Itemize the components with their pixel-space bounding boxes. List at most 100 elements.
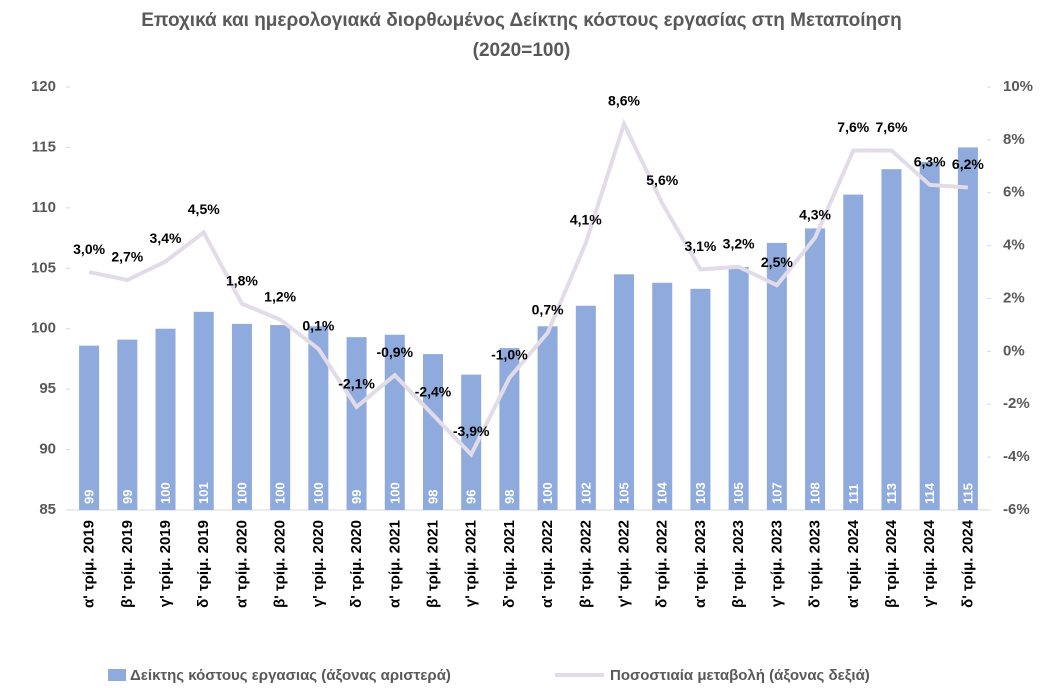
line-label: 4,1% xyxy=(570,212,602,228)
x-tick-label: δ' τρίμ. 2021 xyxy=(501,520,518,608)
line-label: -1,0% xyxy=(491,347,528,363)
x-tick-label: β' τρίμ. 2024 xyxy=(883,519,900,608)
x-tick-label: β' τρίμ. 2019 xyxy=(119,520,136,608)
line-label: 1,8% xyxy=(226,272,258,288)
legend-label: Ποσοστιαία μεταβολή (άξονας δεξιά) xyxy=(610,667,870,684)
bar-label: 99 xyxy=(82,490,97,504)
bar-label: 108 xyxy=(808,482,823,504)
bar xyxy=(614,274,635,510)
y2-tick-label: 10% xyxy=(1003,78,1033,95)
y2-tick-label: -4% xyxy=(1003,448,1030,465)
bar-label: 99 xyxy=(349,490,364,504)
line-label: -2,4% xyxy=(415,384,452,400)
bar xyxy=(919,161,940,510)
x-tick-label: β' τρίμ. 2020 xyxy=(272,520,289,608)
y2-tick-label: 2% xyxy=(1003,289,1025,306)
line-label: -3,9% xyxy=(453,423,490,439)
x-tick-label: α' τρίμ. 2023 xyxy=(692,520,709,608)
x-tick-label: α' τρίμ. 2019 xyxy=(81,520,98,608)
y-tick-label: 120 xyxy=(31,78,56,95)
bar-label: 96 xyxy=(464,490,479,504)
line xyxy=(88,118,969,458)
bar xyxy=(957,147,978,510)
x-tick-label: α' τρίμ. 2020 xyxy=(233,520,250,608)
bar-label: 113 xyxy=(884,483,899,504)
x-tick-label: β' τρίμ. 2023 xyxy=(730,520,747,608)
bar xyxy=(575,305,596,510)
bar xyxy=(461,374,482,510)
x-tick-label: β' τρίμ. 2022 xyxy=(577,520,594,608)
bar-label: 105 xyxy=(617,482,632,504)
line-label: 5,6% xyxy=(646,172,678,188)
line-label: -2,1% xyxy=(338,376,375,392)
y-tick-label: 90 xyxy=(39,441,56,458)
bar xyxy=(155,328,176,510)
bar-label: 105 xyxy=(731,482,746,504)
x-tick-label: α' τρίμ. 2024 xyxy=(845,519,862,608)
y-tick-label: 85 xyxy=(39,501,56,518)
bar xyxy=(537,326,558,510)
bar-label: 100 xyxy=(234,482,249,504)
y2-tick-label: -6% xyxy=(1003,501,1030,518)
y-tick-label: 100 xyxy=(31,320,56,337)
y2-tick-label: -2% xyxy=(1003,395,1030,412)
bar xyxy=(193,311,214,510)
bar xyxy=(690,288,711,510)
bar xyxy=(79,345,100,510)
x-tick-label: α' τρίμ. 2022 xyxy=(539,520,556,608)
x-tick-label: γ' τρίμ. 2024 xyxy=(921,519,938,607)
bar-label: 107 xyxy=(769,482,784,504)
bar xyxy=(117,339,138,510)
bar xyxy=(805,228,826,510)
y-tick-label: 105 xyxy=(31,259,56,276)
line-label: 1,2% xyxy=(264,288,296,304)
bar-label: 115 xyxy=(960,483,975,504)
bar-label: 114 xyxy=(922,482,937,504)
line-label: 6,2% xyxy=(952,156,984,172)
bar-label: 111 xyxy=(846,484,861,504)
x-tick-label: α' τρίμ. 2021 xyxy=(386,520,403,608)
y-tick-label: 115 xyxy=(32,138,56,155)
line-label: 3,0% xyxy=(73,241,105,257)
line-label: 7,6% xyxy=(837,119,869,135)
x-tick-label: δ' τρίμ. 2024 xyxy=(959,519,976,608)
bar-label: 102 xyxy=(578,482,593,504)
line-label: 2,7% xyxy=(111,249,143,265)
line-label: 0,7% xyxy=(532,302,564,318)
bar xyxy=(843,194,864,510)
line-label: -0,9% xyxy=(376,344,413,360)
bar xyxy=(766,242,787,511)
x-tick-label: γ' τρίμ. 2019 xyxy=(157,520,174,607)
bar-label: 98 xyxy=(425,490,440,504)
line-label: 2,5% xyxy=(761,254,793,270)
y2-tick-label: 6% xyxy=(1003,184,1025,201)
x-tick-label: δ' τρίμ. 2020 xyxy=(348,520,365,608)
line-label: 4,3% xyxy=(799,206,831,222)
x-tick-label: γ' τρίμ. 2022 xyxy=(616,520,633,607)
x-tick-label: δ' τρίμ. 2019 xyxy=(195,520,212,608)
bar-label: 100 xyxy=(540,482,555,504)
bar xyxy=(270,325,291,510)
line-label: 3,4% xyxy=(150,230,182,246)
bar-label: 99 xyxy=(120,490,135,504)
line-label: 0,1% xyxy=(302,317,334,333)
bar-label: 101 xyxy=(196,482,211,504)
bar-label: 104 xyxy=(655,482,670,504)
x-tick-label: γ' τρίμ. 2021 xyxy=(463,520,480,607)
y2-tick-label: 0% xyxy=(1003,342,1025,359)
bar xyxy=(231,323,252,510)
bar xyxy=(652,282,673,510)
line-label: 6,3% xyxy=(914,154,946,170)
legend-swatch xyxy=(108,669,126,681)
bar-label: 100 xyxy=(273,482,288,504)
x-tick-label: γ' τρίμ. 2020 xyxy=(310,520,327,607)
x-tick-label: δ' τρίμ. 2022 xyxy=(654,520,671,608)
chart-title: Εποχικά και ημερολογιακά διορθωμένος Δεί… xyxy=(141,10,902,61)
bar xyxy=(308,326,329,510)
bar xyxy=(346,337,367,510)
bar-label: 100 xyxy=(311,482,326,504)
y2-tick-label: 4% xyxy=(1003,237,1025,254)
line-label: 3,1% xyxy=(684,238,716,254)
y-tick-label: 95 xyxy=(39,380,56,397)
